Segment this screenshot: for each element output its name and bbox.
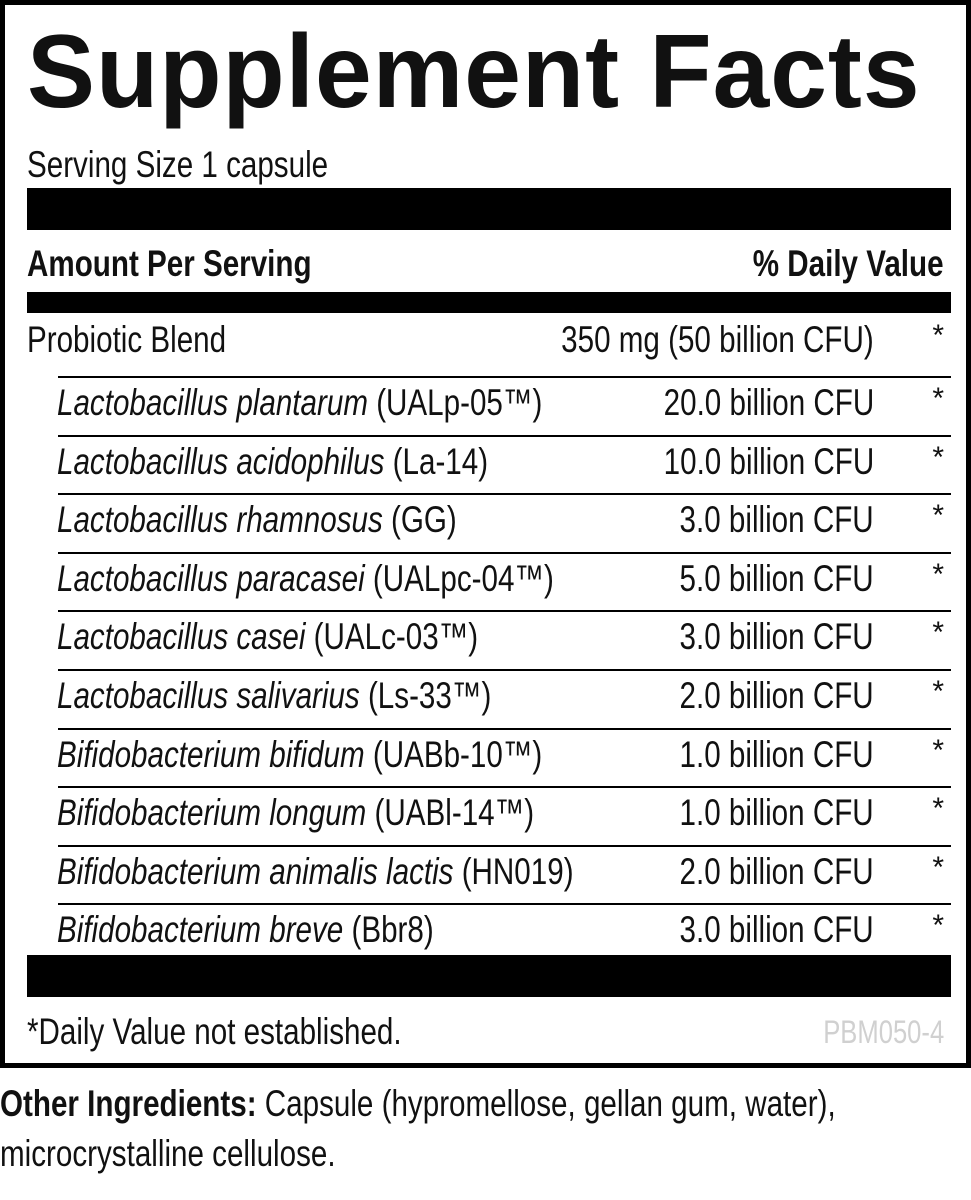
row-divider	[58, 551, 951, 554]
ingredient-amount: 3.0 billion CFU	[679, 616, 874, 658]
ingredient-dv: *	[932, 675, 944, 708]
row-divider	[58, 434, 951, 437]
ingredient-dv: *	[932, 733, 944, 767]
ingredient-dv: *	[932, 499, 944, 533]
ingredient-amount: 1.0 billion CFU	[679, 792, 874, 834]
blend-name: Probiotic Blend	[27, 319, 227, 360]
ingredient-name: Lactobacillus rhamnosus (GG)	[57, 499, 457, 541]
ingredient-row: Bifidobacterium animalis lactis (HN019) …	[5, 850, 966, 894]
ingredient-name: Bifidobacterium bifidum (UABb-10™)	[57, 733, 543, 775]
ingredient-name: Bifidobacterium breve (Bbr8)	[57, 909, 434, 951]
ingredient-amount: 5.0 billion CFU	[679, 557, 874, 599]
row-divider	[58, 786, 951, 789]
ingredient-amount: 1.0 billion CFU	[679, 733, 874, 775]
row-divider	[58, 610, 951, 613]
ingredient-dv: *	[932, 909, 944, 943]
row-divider	[58, 376, 951, 378]
ingredient-amount: 3.0 billion CFU	[679, 909, 874, 951]
thick-divider	[27, 188, 951, 230]
medium-divider	[27, 292, 951, 313]
ingredient-name: Lactobacillus salivarius (Ls-33™)	[57, 675, 492, 716]
ingredient-name: Lactobacillus plantarum (UALp-05™)	[57, 382, 543, 423]
row-divider	[58, 844, 951, 847]
ingredient-dv: *	[932, 850, 944, 884]
row-divider	[58, 727, 951, 730]
blend-amount: 350 mg (50 billion CFU)	[561, 319, 874, 360]
row-divider	[58, 903, 951, 906]
ingredient-amount: 2.0 billion CFU	[679, 675, 874, 716]
ingredient-name: Bifidobacterium longum (UABl-14™)	[57, 792, 535, 834]
ingredient-name: Bifidobacterium animalis lactis (HN019)	[57, 850, 574, 892]
ingredient-amount: 10.0 billion CFU	[663, 440, 874, 482]
ingredient-dv: *	[932, 382, 944, 415]
ingredient-dv: *	[932, 557, 944, 591]
ingredient-row: Lactobacillus rhamnosus (GG) 3.0 billion…	[5, 498, 966, 542]
blend-row: Probiotic Blend 350 mg (50 billion CFU) …	[5, 318, 966, 362]
daily-value-header: % Daily Value	[753, 243, 944, 284]
blend-dv: *	[932, 319, 944, 352]
ingredient-name: Lactobacillus paracasei (UALpc-04™)	[57, 557, 554, 599]
title: Supplement Facts	[27, 14, 921, 130]
ingredient-name: Lactobacillus acidophilus (La-14)	[57, 440, 489, 482]
supplement-facts-panel: Supplement Facts Serving Size 1 capsule …	[0, 0, 971, 1068]
row-divider	[58, 493, 951, 496]
ingredient-dv: *	[932, 440, 944, 474]
ingredient-amount: 3.0 billion CFU	[679, 499, 874, 541]
serving-size: Serving Size 1 capsule	[27, 144, 329, 185]
ingredient-row: Bifidobacterium bifidum (UABb-10™) 1.0 b…	[5, 733, 966, 777]
thick-divider-bottom	[27, 955, 951, 997]
ingredient-row: Lactobacillus acidophilus (La-14) 10.0 b…	[5, 440, 966, 484]
ingredient-name: Lactobacillus casei (UALc-03™)	[57, 616, 479, 658]
ingredient-dv: *	[932, 792, 944, 826]
ingredient-row: Lactobacillus paracasei (UALpc-04™) 5.0 …	[5, 557, 966, 601]
row-divider	[58, 669, 951, 671]
ingredient-row: Lactobacillus casei (UALc-03™) 3.0 billi…	[5, 615, 966, 659]
ingredient-row: Bifidobacterium breve (Bbr8) 3.0 billion…	[5, 908, 966, 952]
ingredient-row: Lactobacillus salivarius (Ls-33™) 2.0 bi…	[5, 674, 966, 718]
product-code: PBM050-4	[823, 1014, 944, 1050]
ingredient-row: Bifidobacterium longum (UABl-14™) 1.0 bi…	[5, 791, 966, 835]
amount-per-serving-header: Amount Per Serving	[27, 243, 312, 284]
footnote: *Daily Value not established.	[27, 1011, 402, 1052]
other-ingredients: Other Ingredients: Capsule (hypromellose…	[0, 1083, 836, 1124]
other-ingredients-line2: microcrystalline cellulose.	[0, 1133, 336, 1174]
ingredient-amount: 2.0 billion CFU	[679, 850, 874, 892]
ingredient-row: Lactobacillus plantarum (UALp-05™) 20.0 …	[5, 381, 966, 425]
ingredient-amount: 20.0 billion CFU	[663, 382, 874, 423]
ingredient-dv: *	[932, 616, 944, 650]
